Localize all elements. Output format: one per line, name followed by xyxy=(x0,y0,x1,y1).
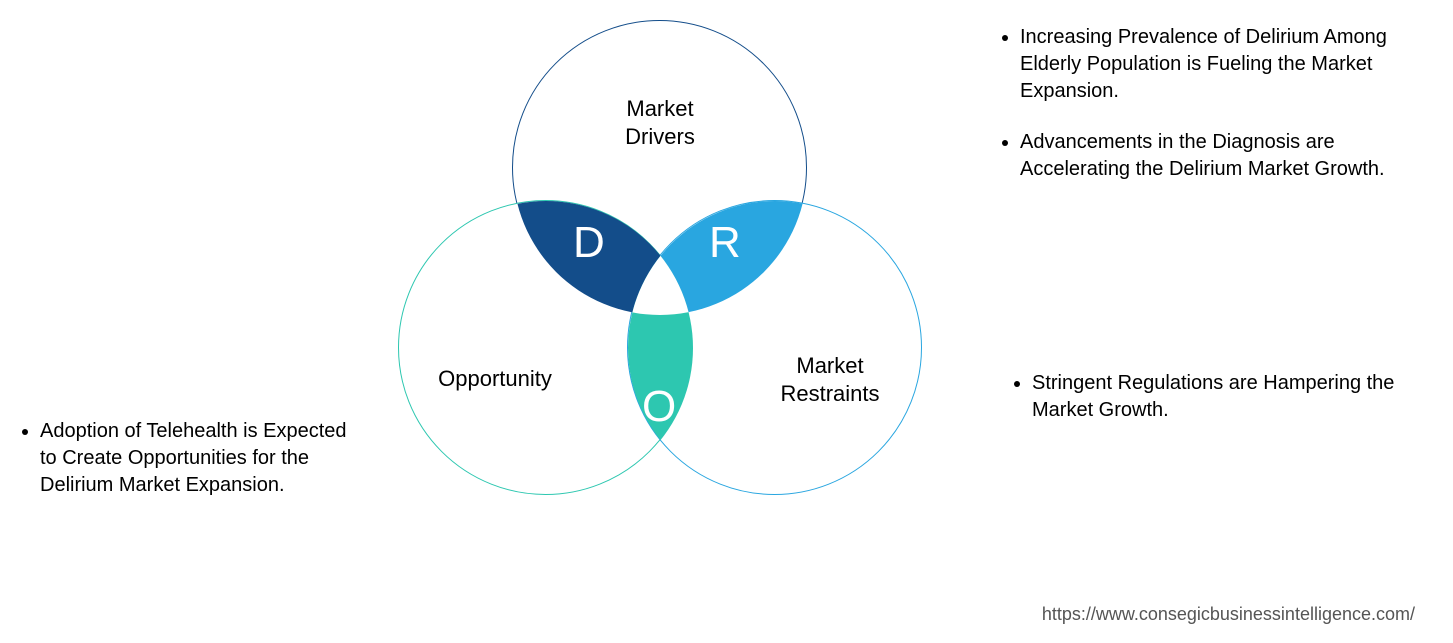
lens-letter-o: O xyxy=(642,382,676,432)
label-opportunity-l1: Opportunity xyxy=(438,366,552,391)
label-drivers-l1: Market xyxy=(626,96,693,121)
label-opportunity: Opportunity xyxy=(415,365,575,393)
label-restraints: Market Restraints xyxy=(750,352,910,407)
bullet-driver-1: Advancements in the Diagnosis are Accele… xyxy=(1020,129,1418,183)
label-drivers-l2: Drivers xyxy=(625,124,695,149)
bullet-driver-0: Increasing Prevalence of Delirium Among … xyxy=(1020,24,1418,105)
lens-letter-d: D xyxy=(573,218,605,268)
source-url: https://www.consegicbusinessintelligence… xyxy=(1042,604,1415,625)
label-restraints-l1: Market xyxy=(796,353,863,378)
venn-diagram: Market Drivers Opportunity Market Restra… xyxy=(380,20,940,580)
label-drivers: Market Drivers xyxy=(580,95,740,150)
label-restraints-l2: Restraints xyxy=(780,381,879,406)
bullet-opportunity-0: Adoption of Telehealth is Expected to Cr… xyxy=(40,418,348,499)
bullets-drivers: Increasing Prevalence of Delirium Among … xyxy=(998,24,1418,183)
bullets-restraints: Stringent Regulations are Hampering the … xyxy=(1010,370,1430,424)
lens-letter-r: R xyxy=(709,218,741,268)
bullets-opportunity: Adoption of Telehealth is Expected to Cr… xyxy=(18,418,348,499)
bullet-restraint-0: Stringent Regulations are Hampering the … xyxy=(1032,370,1430,424)
